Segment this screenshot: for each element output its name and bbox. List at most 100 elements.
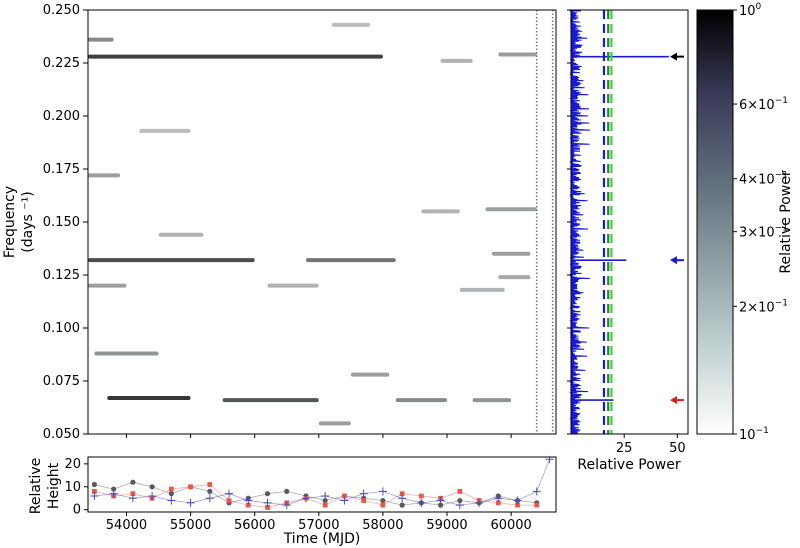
heatmap-feature (498, 275, 531, 280)
colorbar: 100 6×10−1 4×10−1 3×10−1 2×10−1 10−1 Relative… (696, 2, 794, 443)
relative-height-point (361, 498, 367, 503)
relative-height-point (436, 496, 445, 505)
relative-height-y-axis: 0 10 20 (64, 457, 88, 518)
relative-height-point (91, 481, 98, 488)
relative-height-point (301, 494, 310, 503)
heatmap-feature (88, 54, 383, 59)
heatmap-feature (139, 128, 191, 133)
relative-height-point (265, 505, 270, 510)
relative-height-point (398, 494, 407, 503)
relative-height-point (399, 491, 405, 497)
relative-height-point (167, 496, 176, 505)
relative-height-point (205, 494, 214, 503)
relative-height-point (399, 502, 405, 508)
relative-height-ytick-label: 10 (64, 480, 81, 495)
relative-height-point (207, 488, 213, 494)
relative-height-point (168, 486, 174, 492)
relative-height-point (457, 488, 463, 494)
dotted-markers (536, 10, 554, 434)
relative-height-point (322, 502, 328, 508)
heatmap-ytick-label: 0.175 (43, 162, 80, 177)
relative-height-point (109, 489, 118, 498)
colorbar-tick-label: 4×10−1 (739, 171, 788, 188)
relative-height-point (340, 496, 349, 505)
relative-height-point (378, 487, 387, 496)
relative-height-point (148, 491, 157, 500)
heatmap-features (88, 22, 537, 426)
relative-height-ylabel-line2: Height (46, 462, 62, 509)
relative-height-points (90, 457, 554, 510)
colorbar-tick-label: 100 (739, 2, 762, 19)
relative-height-point (168, 491, 174, 497)
heatmap-ytick-label: 0.075 (43, 374, 80, 389)
relative-height-point (475, 498, 484, 507)
relative-height-frame (87, 456, 557, 513)
periodogram-spectrum (569, 9, 591, 435)
peak-arrow-head (670, 396, 677, 405)
relative-height-point (455, 501, 464, 510)
relative-height-point (534, 502, 540, 508)
relative-height-point (245, 502, 251, 508)
relative-height-point (149, 484, 155, 490)
relative-height-point (282, 501, 291, 510)
relative-height-point (494, 494, 503, 503)
colorbar-label: Relative Power (778, 170, 794, 273)
relative-height-point (380, 497, 386, 504)
colorbar-tick-label: 6×10−1 (739, 96, 788, 113)
relative-height-point (359, 489, 368, 498)
relative-height-point (284, 488, 290, 494)
heatmap-y-axis: 0.050 0.075 0.100 0.125 0.150 0.175 0.200 0.225… (43, 3, 88, 442)
heatmap-ytick-label: 0.150 (43, 215, 80, 230)
relative-height-xlabel: Time (MJD) (283, 531, 361, 547)
heatmap-x-ticks (125, 434, 512, 438)
relative-height-xtick-label: 59000 (426, 518, 467, 533)
relative-height-xtick-label: 58000 (362, 518, 403, 533)
relative-height-point (515, 502, 520, 508)
colorbar-gradient (696, 9, 734, 435)
relative-height-point (128, 494, 137, 503)
heatmap-ytick-label: 0.100 (43, 321, 80, 336)
colorbar-ticks: 100 6×10−1 4×10−1 3×10−1 2×10−1 10−1 (733, 2, 788, 443)
colorbar-tick-label: 10−1 (739, 426, 769, 443)
relative-height-point (418, 493, 424, 499)
peak-arrow-head (670, 52, 677, 61)
relative-height-xtick-label: 55000 (170, 518, 211, 533)
relative-height-point (322, 497, 328, 504)
heatmap-panel: 0.050 0.075 0.100 0.125 0.150 0.175 0.200 0.225… (2, 3, 557, 442)
periodogram-panel: 25 50 Relative Power (567, 9, 689, 473)
heatmap-feature (485, 207, 537, 212)
relative-height-point (457, 497, 463, 504)
relative-height-point (90, 491, 99, 500)
relative-height-point (495, 500, 501, 506)
relative-height-x-axis: 54000 55000 56000 57000 58000 59000 60000 (106, 512, 532, 533)
heatmap-feature (498, 52, 537, 57)
relative-height-xtick-label: 60000 (490, 518, 531, 533)
relative-height-point (186, 498, 195, 507)
peak-arrow-head (670, 256, 677, 265)
colorbar-tick-label: 3×10−1 (739, 224, 788, 241)
heatmap-feature (318, 421, 351, 426)
heatmap-feature (491, 251, 531, 256)
heatmap-feature (222, 398, 319, 403)
heatmap-feature (421, 209, 460, 214)
relative-height-point (264, 491, 271, 497)
relative-height-point (244, 496, 253, 505)
heatmap-ylabel-line1: Frequency (2, 186, 18, 258)
heatmap-feature (305, 258, 396, 263)
relative-height-point (188, 484, 193, 490)
heatmap-feature (331, 22, 371, 27)
heatmap-ytick-label: 0.125 (43, 268, 80, 283)
relative-height-point (438, 502, 444, 508)
heatmap-ylabel-line2: (days ⁻¹) (20, 191, 36, 252)
heatmap-feature (350, 372, 390, 377)
heatmap-ytick-label: 0.250 (43, 3, 80, 18)
relative-height-xtick-label: 54000 (106, 518, 147, 533)
relative-height-panel: 0 10 20 54000 55000 56000 57000 58000 59000 6000… (28, 456, 557, 547)
colorbar-tick-label: 2×10−1 (739, 298, 788, 315)
heatmap-feature (88, 258, 255, 263)
periodogram-xtick-label: 25 (616, 441, 633, 456)
relative-height-point (513, 496, 522, 505)
relative-height-xtick-label: 57000 (298, 518, 339, 533)
periodogram-xlabel: Relative Power (577, 457, 680, 473)
heatmap-feature (472, 398, 512, 403)
